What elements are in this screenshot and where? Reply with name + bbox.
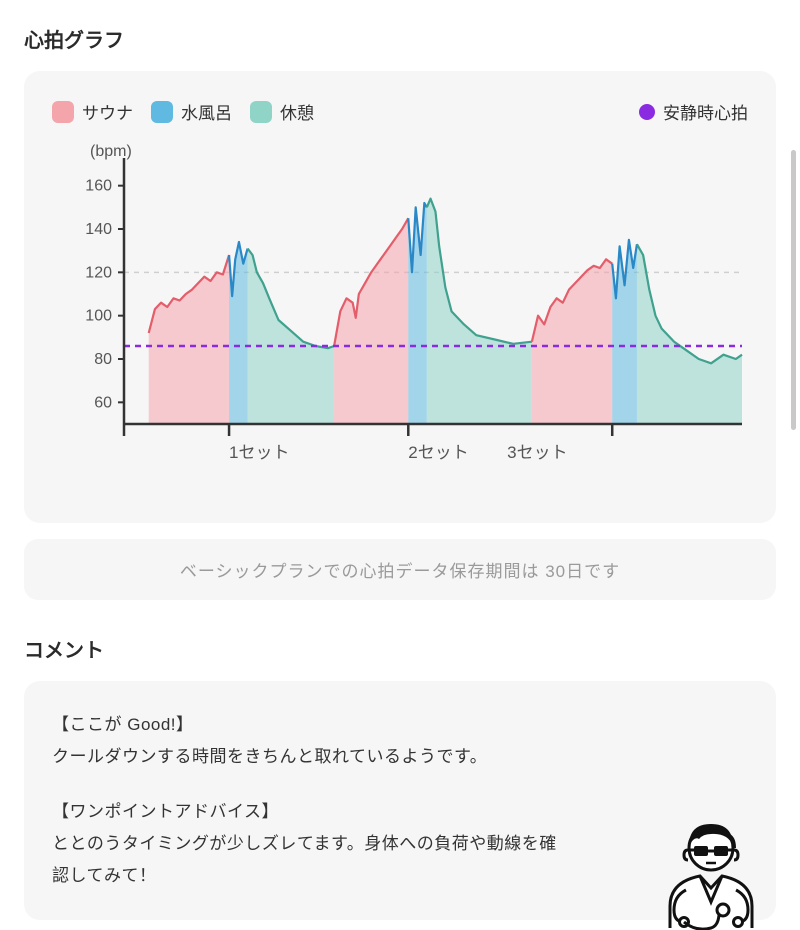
legend-rest-label: 休憩 [280, 99, 314, 124]
doctor-icon [656, 810, 766, 930]
svg-text:120: 120 [85, 264, 112, 281]
plan-notice: ベーシックプランでの心拍データ保存期間は 30日です [24, 539, 776, 600]
comment-card: 【ここが Good!】 クールダウンする時間をきちんと取れているようです。 【ワ… [24, 681, 776, 920]
comment-good-block: 【ここが Good!】 クールダウンする時間をきちんと取れているようです。 [52, 709, 748, 774]
comment-good-body: クールダウンする時間をきちんと取れているようです。 [52, 741, 748, 773]
svg-text:(bpm): (bpm) [90, 143, 132, 160]
comment-advice-body: ととのうタイミングが少しズレてます。身体への負荷や動線を確認してみて！ [52, 828, 572, 893]
chart-card: サウナ 水風呂 休憩 安静時心拍 (bpm) 60 80 100 120 140 160 1セ… [24, 71, 776, 523]
svg-text:140: 140 [85, 221, 112, 238]
heart-rate-chart: (bpm) 60 80 100 120 140 160 1セット 2セット 3セット [52, 134, 748, 494]
legend-rest-swatch [250, 101, 272, 123]
scrollbar[interactable] [791, 150, 796, 430]
legend-resting-label: 安静時心拍 [663, 99, 748, 124]
svg-text:3セット: 3セット [507, 443, 567, 462]
chart-area: (bpm) 60 80 100 120 140 160 1セット 2セット 3セット [52, 134, 748, 499]
legend-resting-swatch [639, 104, 655, 120]
legend-resting-hr: 安静時心拍 [639, 99, 748, 124]
chart-section-title: 心拍グラフ [24, 24, 776, 53]
legend-cold-swatch [151, 101, 173, 123]
comment-advice-block: 【ワンポイントアドバイス】 ととのうタイミングが少しズレてます。身体への負荷や動… [52, 796, 748, 893]
legend-sauna-label: サウナ [82, 99, 133, 124]
svg-text:160: 160 [85, 178, 112, 195]
legend-cold-label: 水風呂 [181, 99, 232, 124]
legend-sauna: サウナ [52, 99, 133, 124]
legend-rest: 休憩 [250, 99, 314, 124]
comment-section-title: コメント [24, 634, 776, 663]
svg-text:80: 80 [94, 351, 112, 368]
svg-text:60: 60 [94, 394, 112, 411]
legend-sauna-swatch [52, 101, 74, 123]
comment-good-title: 【ここが Good!】 [52, 709, 748, 741]
comment-advice-title: 【ワンポイントアドバイス】 [52, 796, 748, 828]
svg-text:100: 100 [85, 308, 112, 325]
svg-text:2セット: 2セット [408, 443, 468, 462]
chart-legend: サウナ 水風呂 休憩 安静時心拍 [52, 99, 748, 124]
legend-cold: 水風呂 [151, 99, 232, 124]
svg-text:1セット: 1セット [229, 443, 289, 462]
